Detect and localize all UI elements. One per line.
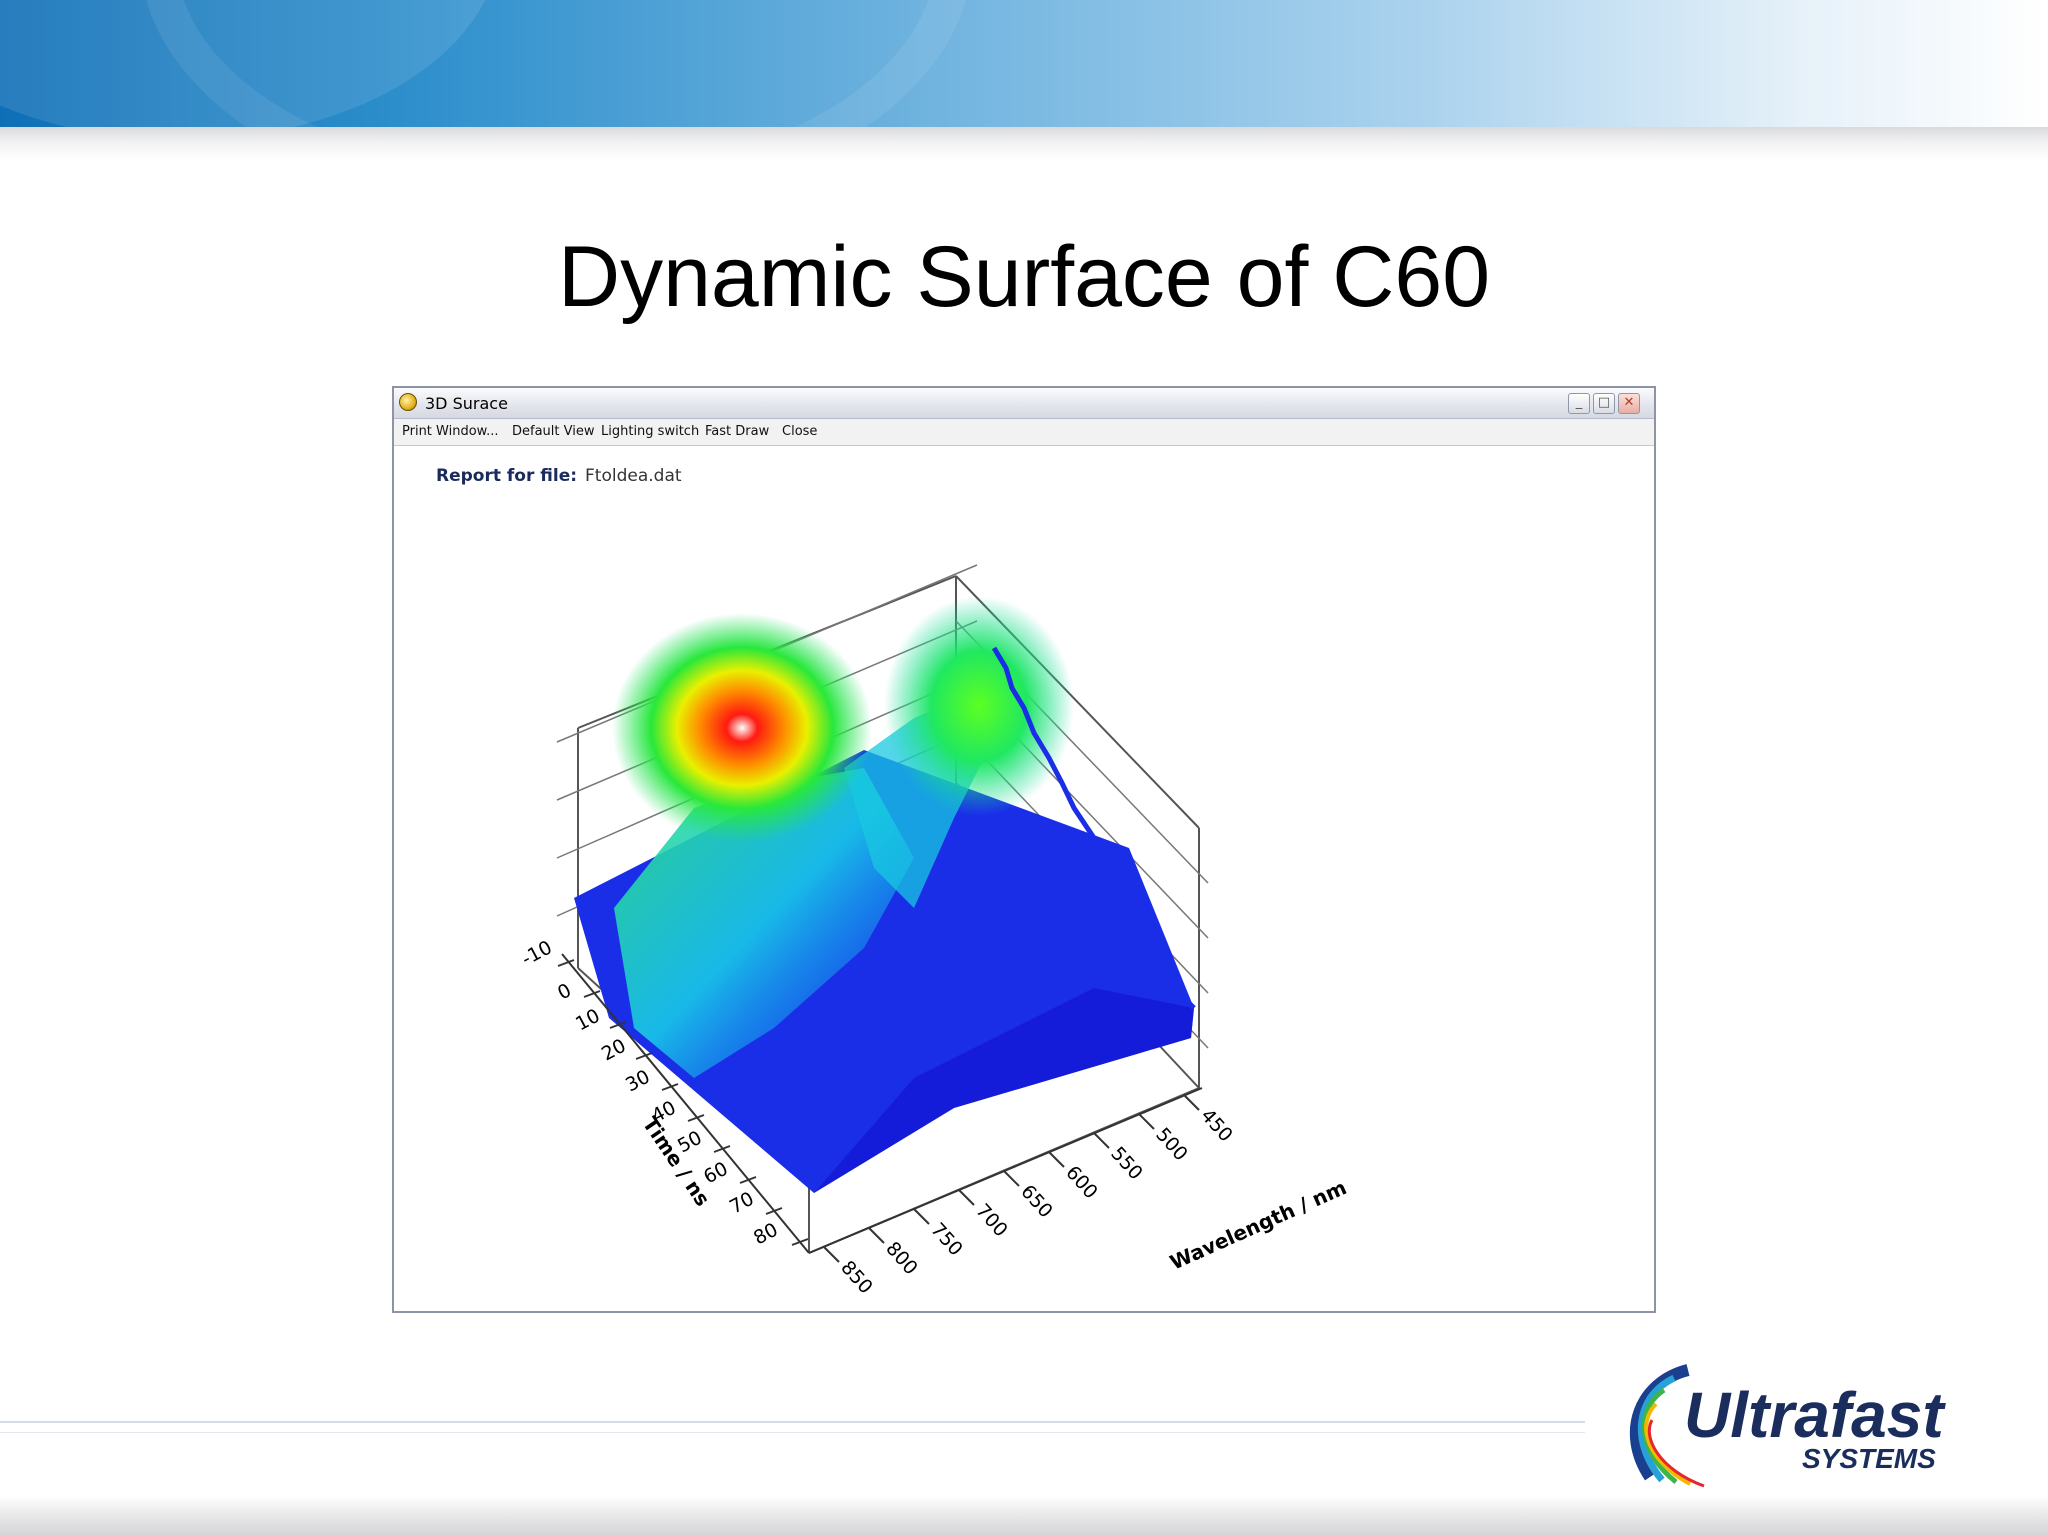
time-axis-label: Time / ns [638,1112,715,1210]
axis-lines [561,953,1203,1254]
app-icon [399,393,417,411]
surface-noise-edge [991,646,1196,1010]
surface-ridge [614,768,914,1078]
window-title: 3D Surace [425,394,508,413]
menu-lighting-switch[interactable]: Lighting switch [601,424,700,439]
wavelength-axis-label: Wavelength / nm [1166,1175,1350,1274]
report-line: Report for file: Ftoldea.dat [436,466,682,486]
wavelength-ticks [823,1094,1200,1263]
wavelength-tick-label: 700 [971,1200,1012,1242]
time-tick-label: -10 [518,936,556,970]
wavelength-tick-label: 850 [836,1257,877,1299]
minimize-button[interactable]: _ [1568,393,1590,414]
time-tick-label: 20 [598,1035,630,1066]
peak-secondary [884,596,1074,816]
banner-shadow [0,127,2048,161]
maximize-button[interactable]: □ [1593,393,1615,414]
slide-title: Dynamic Surface of C60 [557,229,1491,325]
wavelength-tick-label: 600 [1061,1162,1102,1204]
surface-window: 3D Surace _ □ ✕ Print Window... Default … [392,386,1656,1313]
time-tick-label: 70 [726,1188,758,1219]
header-banner [0,0,2048,127]
menu-default-view[interactable]: Default View [512,424,595,439]
menu-print-window[interactable]: Print Window... [402,424,499,439]
time-tick-label: 80 [750,1219,782,1250]
ultrafast-logo: Ultrafast SYSTEMS [1629,1364,1946,1488]
time-tick-label: 10 [572,1005,604,1036]
wavelength-tick-label: 500 [1151,1124,1192,1166]
time-ticks [557,959,809,1246]
report-filename: Ftoldea.dat [585,466,682,486]
close-button[interactable]: ✕ [1618,393,1640,414]
surface-plot[interactable]: -10 0 10 20 30 40 50 60 70 80 Time / ns … [394,388,1654,1311]
footer-rule [0,1421,1585,1423]
wavelength-tick-label: 800 [881,1238,922,1280]
wavelength-tick-label: 650 [1016,1181,1057,1223]
wavelength-tick-label: 450 [1196,1105,1237,1147]
menu-close[interactable]: Close [782,424,818,439]
time-tick-label: 30 [622,1066,654,1097]
surface-shade [814,988,1194,1193]
banner-swirl [140,0,972,127]
wavelength-tick-label: 550 [1106,1143,1147,1185]
window-titlebar[interactable]: 3D Surace _ □ ✕ [394,388,1654,419]
peak-main [612,613,872,843]
logo-subtitle: SYSTEMS [1802,1443,1936,1474]
menu-bar: Print Window... Default View Lighting sw… [394,419,1654,446]
wavelength-tick-label: 750 [926,1219,967,1261]
menu-fast-draw[interactable]: Fast Draw [705,424,770,439]
report-label: Report for file: [436,466,578,486]
time-tick-label: 0 [554,979,575,1004]
logo-name: Ultrafast [1684,1379,1946,1451]
footer-rule [0,1432,1585,1433]
bottom-band [0,1496,2048,1536]
